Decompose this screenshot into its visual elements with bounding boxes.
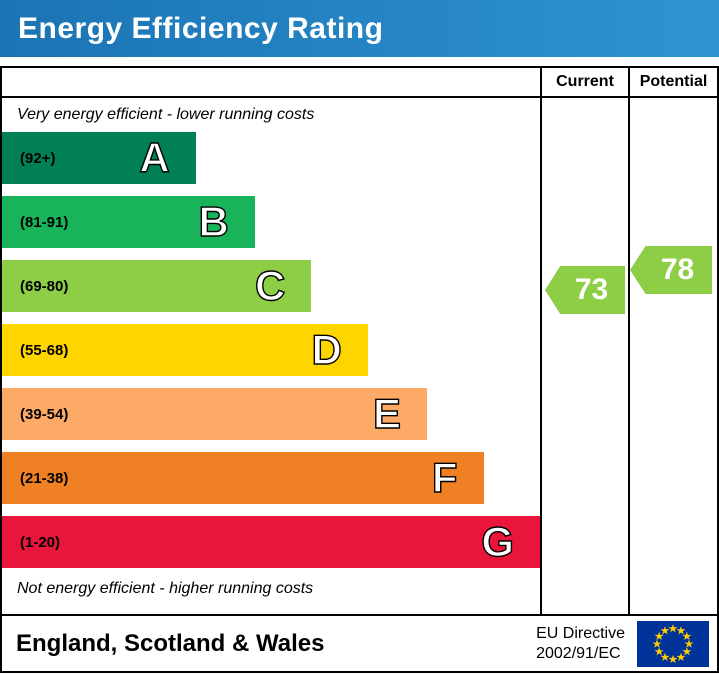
band-range-label: (39-54) bbox=[20, 405, 69, 423]
band-d: (55-68) D bbox=[2, 324, 368, 376]
band-range-label: (21-38) bbox=[20, 469, 69, 487]
band-letter: F bbox=[431, 454, 458, 501]
band-letter: E bbox=[372, 390, 402, 437]
band-letter: A bbox=[139, 134, 171, 181]
band-range-label: (55-68) bbox=[20, 341, 69, 359]
eu-directive-line1: EU Directive bbox=[536, 624, 625, 642]
band-a: (92+) A bbox=[2, 132, 196, 184]
bottom-note: Not energy efficient - higher running co… bbox=[17, 580, 314, 597]
eu-directive-label: EU Directive 2002/91/EC bbox=[536, 624, 625, 664]
current-rating-value: 73 bbox=[574, 273, 609, 306]
current-column-header: Current bbox=[542, 68, 630, 98]
potential-column-header: Potential bbox=[630, 68, 717, 98]
page-title: Energy Efficiency Rating bbox=[18, 11, 384, 45]
band-range-label: (92+) bbox=[20, 149, 56, 167]
band-e: (39-54) E bbox=[2, 388, 428, 440]
region-label: England, Scotland & Wales bbox=[16, 629, 325, 657]
chart-corner-cell bbox=[2, 68, 542, 98]
bands-list: (92+) A (81-91) B (69-80) C (55-68) D (39-54) E (2… bbox=[2, 132, 540, 568]
bands-column: Very energy efficient - lower running co… bbox=[2, 98, 542, 614]
potential-rating-arrow: 78 bbox=[630, 246, 712, 294]
band-letter: B bbox=[198, 198, 230, 245]
band-range-label: (69-80) bbox=[20, 277, 69, 295]
top-note: Very energy efficient - lower running co… bbox=[17, 106, 315, 123]
band-range-label: (1-20) bbox=[20, 533, 61, 551]
band-range-label: (81-91) bbox=[20, 213, 69, 231]
band-letter: G bbox=[481, 518, 515, 565]
band-letter: D bbox=[311, 326, 343, 373]
potential-rating-value: 78 bbox=[660, 253, 695, 286]
potential-score-column: 78 bbox=[630, 98, 717, 614]
chart-title-bar: Energy Efficiency Rating bbox=[0, 0, 719, 57]
band-f: (21-38) F bbox=[2, 452, 484, 504]
chart-footer: England, Scotland & Wales EU Directive 2… bbox=[0, 616, 719, 673]
rating-chart: Current Potential Very energy efficient … bbox=[0, 66, 719, 616]
current-rating-arrow: 73 bbox=[545, 266, 625, 314]
band-c: (69-80) C bbox=[2, 260, 312, 312]
eu-flag-icon bbox=[637, 620, 709, 667]
band-g: (1-20) G bbox=[2, 516, 540, 568]
current-score-column: 73 bbox=[542, 98, 630, 614]
band-letter: C bbox=[254, 262, 286, 309]
eu-directive-line2: 2002/91/EC bbox=[536, 644, 621, 662]
band-b: (81-91) B bbox=[2, 196, 255, 248]
